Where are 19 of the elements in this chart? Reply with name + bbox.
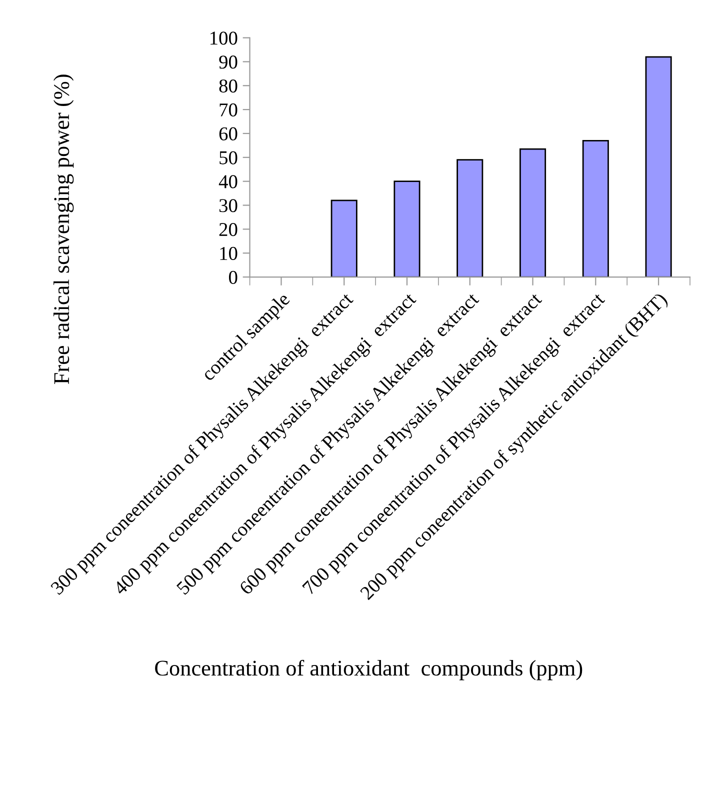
- y-tick-label: 0: [228, 270, 238, 284]
- bar: [394, 180, 420, 278]
- y-tick-label: 70: [220, 103, 238, 116]
- bar: [519, 148, 546, 278]
- y-tick-label: 20: [219, 222, 238, 236]
- y-tick-label: 50: [220, 151, 238, 164]
- y-tick-label: 10: [220, 246, 238, 260]
- y-tick-label: 90: [219, 56, 238, 69]
- bar: [456, 159, 484, 278]
- bar: [582, 140, 609, 278]
- y-axis-title: Free radical scavenging power (%): [53, 74, 74, 384]
- y-tick-label: 60: [219, 127, 238, 140]
- y-tick-label: 40: [218, 175, 238, 188]
- y-tick-label: 30: [219, 199, 238, 212]
- x-axis-title: Concentration of antioxidant compounds (ppm): [155, 660, 582, 680]
- bar: [645, 56, 672, 278]
- bar: [330, 200, 358, 278]
- y-tick-label: 80: [219, 79, 238, 93]
- y-tick-label: 100: [210, 32, 238, 45]
